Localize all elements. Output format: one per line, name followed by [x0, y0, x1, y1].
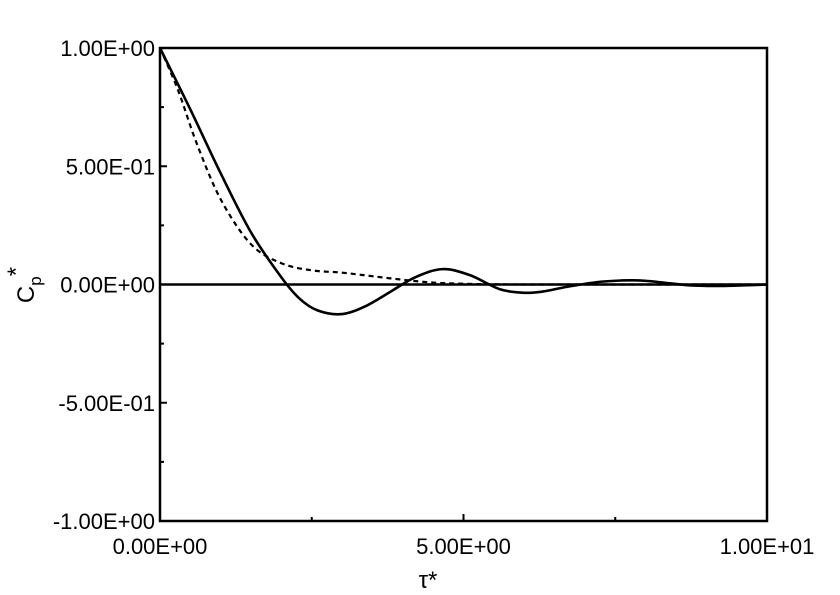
tick-labels: 1.00E+00 5.00E-01 0.00E+00 -5.00E-01 -1.00E+… [53, 36, 815, 559]
series-dashed-line [158, 47, 767, 286]
x-tick-label: 0.00E+00 [113, 534, 208, 559]
ticks [159, 47, 768, 522]
y-tick-label: -5.00E-01 [58, 391, 155, 416]
x-axis-title: τ* [419, 567, 438, 594]
y-axis-title: Cp* [3, 267, 45, 303]
series-layer [158, 47, 768, 316]
x-tick-label: 5.00E+00 [416, 534, 511, 559]
x-tick-label: 1.00E+01 [720, 534, 815, 559]
y-axis-title-main: C [13, 286, 40, 303]
y-tick-label: -1.00E+00 [53, 509, 155, 534]
y-axis-title-sub: p [26, 276, 45, 285]
y-tick-label: 5.00E-01 [66, 154, 155, 179]
y-axis-title-sup: * [3, 267, 30, 276]
y-tick-label: 1.00E+00 [60, 36, 155, 61]
y-axis-title-group: Cp* [3, 267, 45, 303]
y-tick-label: 0.00E+00 [60, 273, 155, 298]
series-solid-line [158, 47, 768, 316]
